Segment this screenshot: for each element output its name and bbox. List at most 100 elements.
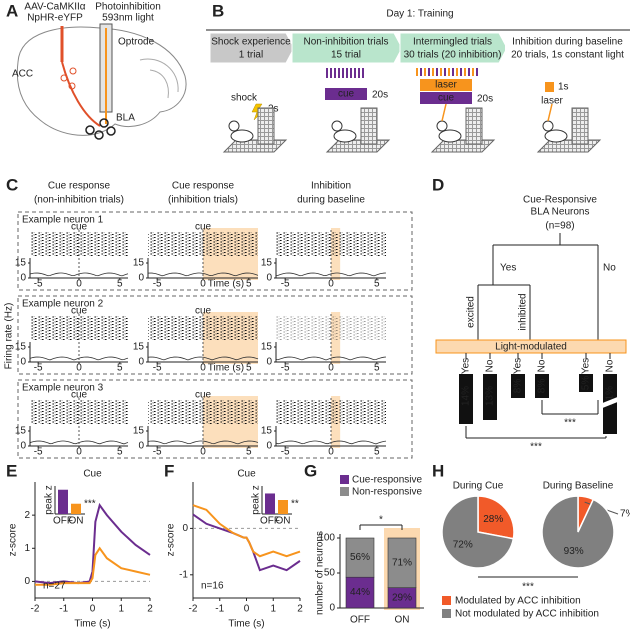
y-tick-label: 0: [266, 273, 272, 284]
x-tick-label: 5: [374, 363, 380, 374]
cage-wall: [360, 107, 378, 145]
legend-label: Not modulated by ACC inhibition: [455, 609, 599, 620]
bar-segment: [387, 537, 417, 589]
x-tick-label: -5: [281, 447, 290, 458]
cue-stripe: [326, 68, 328, 78]
cue-stripe: [358, 68, 360, 78]
inset-stars: **: [291, 499, 299, 510]
bar-label: 44%: [350, 587, 370, 598]
y-tick-label: 15: [15, 342, 27, 353]
branch-label: No: [603, 263, 616, 274]
x-tick-label: -5: [153, 447, 162, 458]
x-axis-label: Time (s): [74, 619, 110, 630]
leaf-label: No: [605, 359, 616, 372]
leaf-label: Yes: [513, 358, 524, 374]
x-tick-label: 0: [76, 363, 82, 374]
bar-label: 56%: [350, 552, 370, 563]
pie-slice: [541, 495, 615, 569]
x-tick-label: 0: [200, 447, 206, 458]
x-tick-label: 5: [246, 279, 252, 290]
y-tick-label: 0: [138, 273, 144, 284]
pie-label: 28%: [483, 514, 503, 525]
psth: [147, 440, 259, 445]
shock-text: shock: [231, 93, 258, 104]
laser-text: laser: [541, 96, 563, 107]
laser-duration: 1s: [558, 82, 569, 93]
leaf-bar: [483, 374, 497, 420]
mouse-head: [228, 120, 240, 132]
pie-slice: [477, 495, 515, 540]
cue-stripe: [464, 68, 466, 76]
pie-title: During Cue: [453, 481, 504, 492]
n-label: n=27: [43, 581, 66, 592]
legend-label: Modulated by ACC inhibition: [455, 596, 581, 607]
cue-stripe: [342, 68, 344, 78]
x-tick-label: 5: [374, 447, 380, 458]
cage-floor: [430, 139, 496, 153]
x-tick-label: -5: [153, 279, 162, 290]
bla-neuron: [99, 118, 109, 128]
x-tick-label: 0: [244, 604, 250, 615]
mouse-body: [333, 129, 357, 143]
y-tick-label: 15: [133, 426, 145, 437]
y-tick-label: 100: [318, 533, 335, 544]
stat-stars: ***: [530, 442, 542, 453]
cue-stripe: [424, 68, 426, 76]
cue-stripe: [330, 68, 332, 78]
y-tick-label: 0: [266, 441, 272, 452]
cue-stripe: [350, 68, 352, 78]
column-title: Cue response: [48, 181, 111, 192]
psth: [147, 356, 259, 361]
inset-ylabel: peak z: [251, 485, 262, 514]
x-tick-label: ON: [395, 615, 410, 626]
projection: [61, 61, 101, 127]
y-tick-label: 15: [261, 258, 273, 269]
row-frame: [17, 211, 413, 291]
column-title: Inhibition: [311, 181, 351, 192]
cue-stripe: [416, 68, 418, 76]
opsin-label: NpHR-eYFP: [27, 13, 83, 24]
leaf-bar: [511, 374, 525, 398]
cue-stripe: [440, 68, 442, 76]
x-tick-label: -5: [281, 279, 290, 290]
x-tick-label: 0: [200, 279, 206, 290]
row-label: Example neuron 2: [22, 299, 104, 310]
legend-swatch: [340, 487, 349, 496]
cue-label: cue: [195, 390, 212, 401]
inset-bar: [265, 493, 275, 514]
x-tick-label: 2: [147, 604, 153, 615]
acc-neuron: [69, 67, 77, 75]
column-title: (non-inhibition trials): [34, 195, 124, 206]
x-tick-label: 0: [76, 279, 82, 290]
panel-label: H: [432, 461, 444, 480]
inset-bar: [278, 500, 288, 514]
region-label: BLA: [116, 113, 135, 124]
legend-label: Cue-responsive: [352, 475, 422, 486]
x-tick-label: -1: [59, 604, 68, 615]
x-tick-label: 5: [117, 447, 123, 458]
y-tick-label: 15: [261, 426, 273, 437]
stage-trials: 20 trials, 1s constant light: [511, 50, 624, 61]
cue-stripe: [362, 68, 364, 78]
stage-name: Inhibition during baseline: [512, 37, 623, 48]
y-tick-label: 50: [324, 568, 336, 579]
inset-ylabel: peak z: [44, 485, 55, 514]
laser-box: [420, 79, 472, 91]
root-n: (n=98): [545, 221, 574, 232]
cue-stripe: [476, 68, 478, 76]
light-label: Photoinhibition: [95, 2, 161, 13]
x-tick-label: -5: [153, 363, 162, 374]
inset-category: ON: [69, 516, 84, 527]
panel-label: E: [6, 461, 17, 480]
cage-wall: [571, 107, 589, 145]
y-tick-label: 0: [266, 357, 272, 368]
inhibited-label: inhibited: [518, 293, 529, 330]
y-axis-label: Firing rate (Hz): [4, 303, 15, 370]
cue-text: cue: [338, 89, 355, 100]
stage-box: [291, 32, 403, 64]
x-tick-label: 5: [117, 279, 123, 290]
x-tick-label: OFF: [350, 615, 370, 626]
x-axis-label: Time (s): [228, 619, 264, 630]
light-box: [435, 339, 627, 354]
